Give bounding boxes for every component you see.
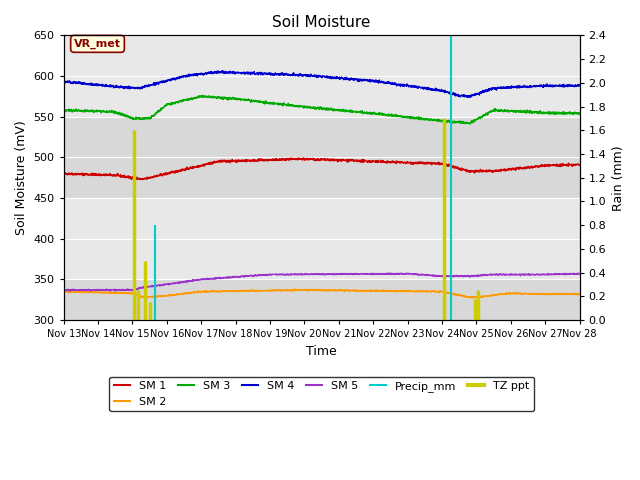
SM 3: [311, 106, 319, 112]
SM 1: [561, 162, 569, 168]
SM 1: [300, 155, 308, 161]
SM 3: [576, 111, 584, 117]
SM 5: [576, 271, 584, 276]
Line: SM 5: SM 5: [64, 273, 580, 291]
SM 3: [467, 121, 474, 127]
SM 1: [139, 177, 147, 182]
SM 5: [561, 271, 569, 276]
SM 3: [86, 108, 94, 113]
SM 2: [60, 289, 68, 295]
SM 4: [467, 95, 474, 100]
X-axis label: Time: Time: [307, 345, 337, 358]
SM 2: [576, 291, 584, 297]
SM 3: [561, 111, 569, 117]
SM 4: [561, 84, 569, 89]
Text: VR_met: VR_met: [74, 39, 121, 49]
Y-axis label: Soil Moisture (mV): Soil Moisture (mV): [15, 120, 28, 235]
Title: Soil Moisture: Soil Moisture: [273, 15, 371, 30]
SM 3: [200, 93, 207, 98]
SM 4: [297, 72, 305, 78]
Bar: [64, 198, 580, 279]
SM 2: [86, 289, 94, 295]
SM 2: [471, 295, 479, 300]
SM 2: [467, 294, 474, 300]
SM 4: [219, 68, 227, 73]
SM 2: [291, 286, 298, 292]
Line: SM 2: SM 2: [64, 289, 580, 298]
SM 1: [311, 157, 319, 163]
SM 3: [297, 103, 305, 108]
SM 5: [311, 271, 319, 276]
SM 5: [86, 287, 94, 293]
Legend: SM 1, SM 2, SM 3, SM 4, SM 5, Precip_mm, TZ ppt: SM 1, SM 2, SM 3, SM 4, SM 5, Precip_mm,…: [109, 377, 534, 411]
SM 5: [297, 271, 305, 276]
SM 5: [60, 287, 68, 293]
Y-axis label: Rain (mm): Rain (mm): [612, 145, 625, 211]
SM 3: [467, 120, 474, 126]
SM 1: [297, 156, 305, 161]
SM 5: [111, 288, 119, 294]
SM 1: [86, 172, 94, 178]
SM 1: [576, 162, 584, 168]
SM 2: [311, 287, 319, 292]
SM 3: [561, 110, 569, 116]
SM 4: [467, 94, 474, 100]
SM 4: [561, 83, 569, 88]
SM 2: [297, 288, 305, 293]
SM 5: [467, 274, 474, 279]
SM 4: [576, 82, 584, 87]
SM 2: [561, 291, 569, 297]
Line: SM 4: SM 4: [64, 71, 580, 97]
SM 1: [561, 162, 569, 168]
SM 2: [561, 292, 569, 298]
Line: SM 1: SM 1: [64, 158, 580, 180]
SM 1: [467, 169, 474, 175]
SM 4: [60, 80, 68, 85]
SM 4: [86, 82, 94, 88]
Line: SM 3: SM 3: [64, 96, 580, 124]
SM 5: [561, 271, 569, 276]
Bar: [64, 36, 580, 117]
SM 4: [311, 72, 319, 78]
SM 1: [60, 170, 68, 176]
SM 3: [60, 108, 68, 114]
SM 5: [385, 270, 392, 276]
